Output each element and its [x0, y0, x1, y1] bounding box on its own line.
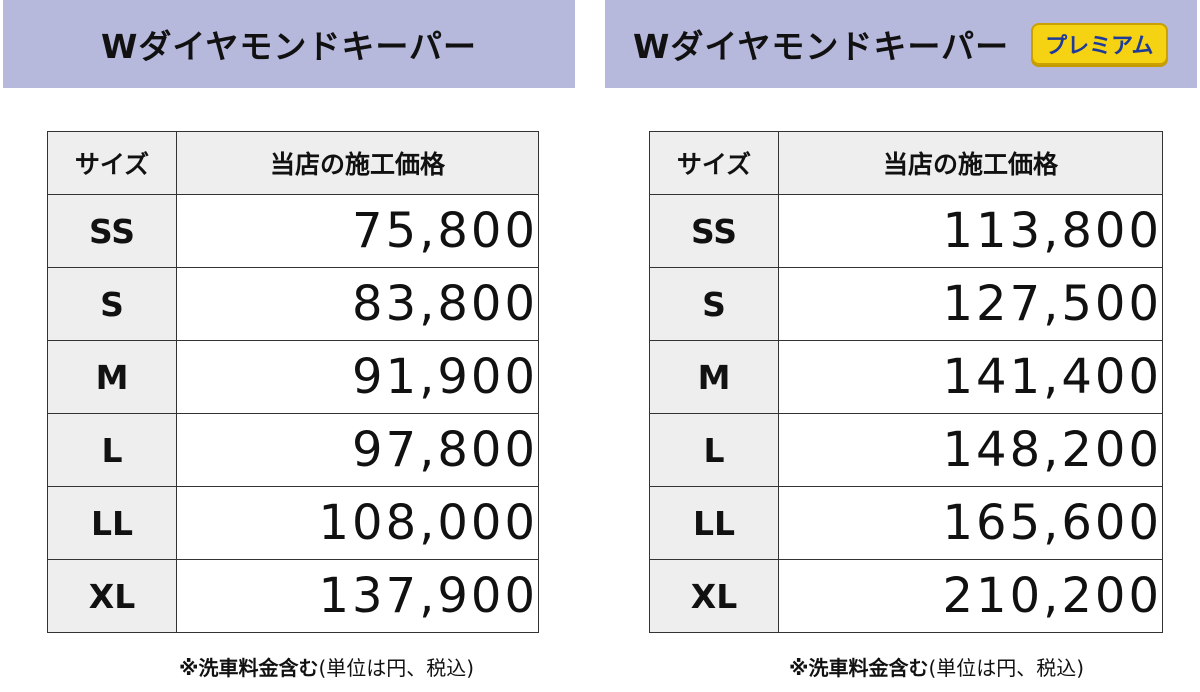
price-cell: 97,800 — [176, 413, 539, 487]
price-cell: 141,400 — [778, 340, 1163, 414]
size-cell: S — [47, 267, 177, 341]
price-column-header: 当店の施工価格 — [176, 131, 539, 195]
table-row: XL 210,200 — [649, 559, 1163, 633]
size-cell: XL — [649, 559, 779, 633]
table-row: L 148,200 — [649, 413, 1163, 487]
footnote: ※洗車料金含む(単位は円、税込) — [789, 652, 1084, 681]
premium-title: Wダイヤモンドキーパー — [633, 27, 1010, 66]
size-column-header: サイズ — [47, 131, 177, 195]
premium-badge: プレミアム — [1031, 23, 1168, 65]
size-cell: L — [47, 413, 177, 487]
standard-panel: Wダイヤモンドキーパー サイズ 当店の施工価格 SS 75,800 S 83,800… — [3, 0, 575, 680]
table-row: M 141,400 — [649, 340, 1163, 414]
table-row: L 97,800 — [47, 413, 539, 487]
price-cell: 210,200 — [778, 559, 1163, 633]
table-row: M 91,900 — [47, 340, 539, 414]
table-row: S 83,800 — [47, 267, 539, 341]
size-cell: LL — [649, 486, 779, 560]
price-cell: 83,800 — [176, 267, 539, 341]
price-cell: 137,900 — [176, 559, 539, 633]
footnote-bold: ※洗車料金含む — [179, 656, 319, 680]
footnote: ※洗車料金含む(単位は円、税込) — [179, 652, 474, 681]
table-row: SS 113,800 — [649, 194, 1163, 268]
price-cell: 127,500 — [778, 267, 1163, 341]
size-cell: XL — [47, 559, 177, 633]
footnote-rest: (単位は円、税込) — [318, 656, 475, 680]
size-cell: M — [47, 340, 177, 414]
size-cell: LL — [47, 486, 177, 560]
table-header-row: サイズ 当店の施工価格 — [649, 131, 1163, 195]
standard-price-table: サイズ 当店の施工価格 SS 75,800 S 83,800 M 91,900 L 97… — [47, 131, 539, 633]
price-cell: 148,200 — [778, 413, 1163, 487]
price-cell: 113,800 — [778, 194, 1163, 268]
price-cell: 75,800 — [176, 194, 539, 268]
size-column-header: サイズ — [649, 131, 779, 195]
price-cell: 108,000 — [176, 486, 539, 560]
footnote-rest: (単位は円、税込) — [928, 656, 1085, 680]
premium-header: Wダイヤモンドキーパー プレミアム — [605, 0, 1197, 88]
footnote-bold: ※洗車料金含む — [789, 656, 929, 680]
standard-title: Wダイヤモンドキーパー — [3, 0, 575, 88]
price-column-header: 当店の施工価格 — [778, 131, 1163, 195]
table-row: SS 75,800 — [47, 194, 539, 268]
size-cell: SS — [47, 194, 177, 268]
premium-panel: Wダイヤモンドキーパー プレミアム サイズ 当店の施工価格 SS 113,800 … — [605, 0, 1197, 680]
table-row: XL 137,900 — [47, 559, 539, 633]
table-row: LL 108,000 — [47, 486, 539, 560]
table-row: LL 165,600 — [649, 486, 1163, 560]
size-cell: S — [649, 267, 779, 341]
size-cell: L — [649, 413, 779, 487]
table-row: S 127,500 — [649, 267, 1163, 341]
size-cell: M — [649, 340, 779, 414]
premium-price-table: サイズ 当店の施工価格 SS 113,800 S 127,500 M 141,400 … — [649, 131, 1163, 633]
table-header-row: サイズ 当店の施工価格 — [47, 131, 539, 195]
price-cell: 91,900 — [176, 340, 539, 414]
price-cell: 165,600 — [778, 486, 1163, 560]
size-cell: SS — [649, 194, 779, 268]
